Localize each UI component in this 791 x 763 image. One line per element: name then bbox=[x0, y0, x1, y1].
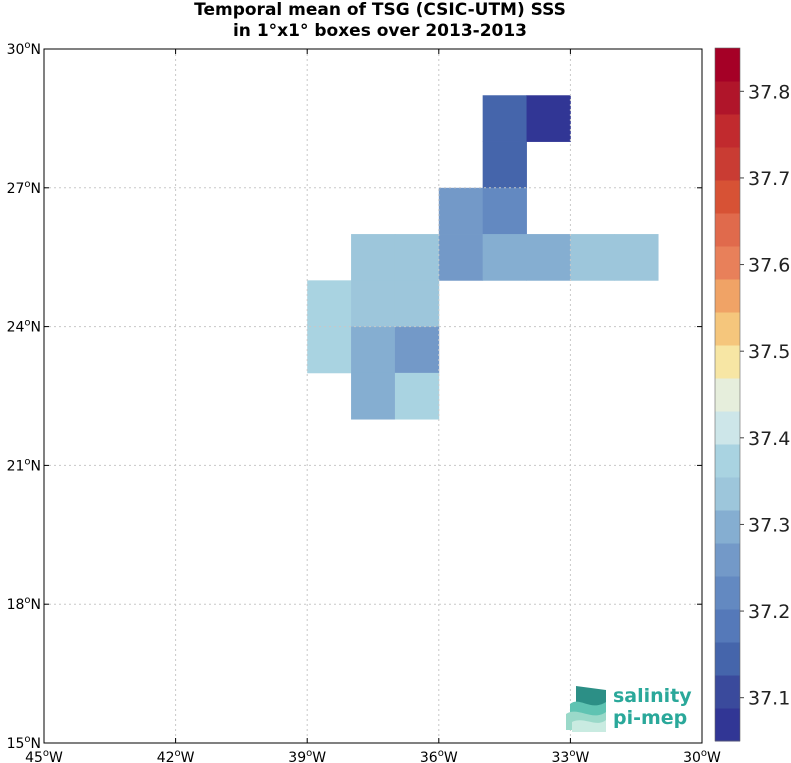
logo-text-salinity: salinity bbox=[613, 685, 692, 707]
salinity-cell bbox=[351, 372, 396, 420]
salinity-cell bbox=[570, 234, 615, 281]
colorbar-segment bbox=[715, 543, 740, 577]
salinity-cell bbox=[351, 326, 396, 374]
colorbar-tick-label: 37.6 bbox=[748, 255, 790, 277]
colorbar-segment bbox=[715, 510, 740, 544]
salinity-cell bbox=[307, 326, 352, 374]
colorbar-segment bbox=[715, 180, 740, 214]
colorbar-segment bbox=[715, 246, 740, 280]
y-tick-label: 21oN bbox=[7, 456, 41, 474]
salinity-cell bbox=[351, 280, 396, 327]
y-tick-label: 18oN bbox=[7, 595, 41, 613]
x-axis-ticks: 45oW 42oW 39oW 36oW 33oW 30oW bbox=[25, 49, 721, 763]
colorbar-segment bbox=[715, 642, 740, 676]
y-tick-label: 15oN bbox=[7, 734, 41, 752]
colorbar-segment bbox=[715, 576, 740, 610]
colorbar-tick-label: 37.4 bbox=[748, 428, 790, 450]
x-tick-label: 45oW bbox=[25, 748, 63, 763]
colorbar-tick-label: 37.3 bbox=[748, 514, 790, 536]
salinity-cell bbox=[482, 187, 527, 235]
colorbar-segment bbox=[715, 675, 740, 709]
x-tick-label: 30oW bbox=[683, 748, 721, 763]
colorbar-frame bbox=[714, 47, 741, 742]
colorbar-segment bbox=[715, 81, 740, 115]
colorbar: 37.1 37.2 37.3 37.4 37.5 37.6 37.7 37.8 bbox=[714, 47, 790, 742]
colorbar-segment bbox=[715, 609, 740, 643]
y-axis-ticks: 15oN 18oN 21oN 24oN 27oN 30oN bbox=[7, 40, 702, 752]
salinity-cell bbox=[394, 280, 440, 327]
salinity-cell bbox=[614, 234, 659, 281]
logo-waves-icon bbox=[566, 686, 606, 732]
colorbar-tick-label: 37.5 bbox=[748, 341, 790, 363]
colorbar-segment bbox=[715, 312, 740, 346]
colorbar-tick-label: 37.8 bbox=[748, 81, 790, 103]
salinity-cell bbox=[482, 95, 527, 142]
logo-text-pi-mep: pi-mep bbox=[613, 707, 687, 729]
colorbar-segment bbox=[715, 477, 740, 511]
colorbar-tick-label: 37.7 bbox=[748, 168, 790, 190]
salinity-cell bbox=[394, 234, 440, 281]
y-tick-label: 24oN bbox=[7, 318, 41, 336]
salinity-cell bbox=[482, 141, 527, 189]
salinity-cell bbox=[394, 326, 440, 374]
salinity-pi-mep-logo: salinity pi-mep bbox=[566, 685, 692, 732]
colorbar-segment bbox=[715, 444, 740, 478]
colorbar-tick-label: 37.2 bbox=[748, 601, 790, 623]
salinity-cell bbox=[351, 234, 396, 281]
salinity-cell bbox=[438, 234, 484, 281]
salinity-cell bbox=[526, 234, 571, 281]
salinity-cell bbox=[482, 234, 527, 281]
salinity-cell bbox=[438, 187, 484, 235]
plot-frame bbox=[43, 48, 703, 744]
x-tick-label: 33oW bbox=[552, 748, 590, 763]
x-tick-label: 39oW bbox=[288, 748, 326, 763]
colorbar-segment bbox=[715, 279, 740, 313]
colorbar-segment bbox=[715, 147, 740, 181]
colorbar-tick-label: 37.1 bbox=[748, 688, 790, 710]
salinity-cells bbox=[307, 95, 659, 420]
salinity-cell bbox=[307, 280, 352, 327]
colorbar-segment bbox=[715, 378, 740, 412]
salinity-cell bbox=[526, 95, 571, 142]
colorbar-segment bbox=[715, 708, 740, 742]
y-tick-label: 27oN bbox=[7, 179, 41, 197]
colorbar-segment bbox=[715, 213, 740, 247]
x-tick-label: 42oW bbox=[157, 748, 195, 763]
colorbar-segment bbox=[715, 48, 740, 82]
salinity-cell bbox=[394, 372, 440, 420]
grid-lines bbox=[44, 49, 702, 743]
colorbar-segment bbox=[715, 411, 740, 445]
colorbar-segment bbox=[715, 114, 740, 148]
colorbar-segment bbox=[715, 345, 740, 379]
chart-title-line-1: Temporal mean of TSG (CSIC-UTM) SSS bbox=[194, 0, 566, 20]
y-tick-label: 30oN bbox=[7, 40, 41, 58]
x-tick-label: 36oW bbox=[420, 748, 458, 763]
chart-title-line-2: in 1°x1° boxes over 2013-2013 bbox=[232, 21, 528, 41]
